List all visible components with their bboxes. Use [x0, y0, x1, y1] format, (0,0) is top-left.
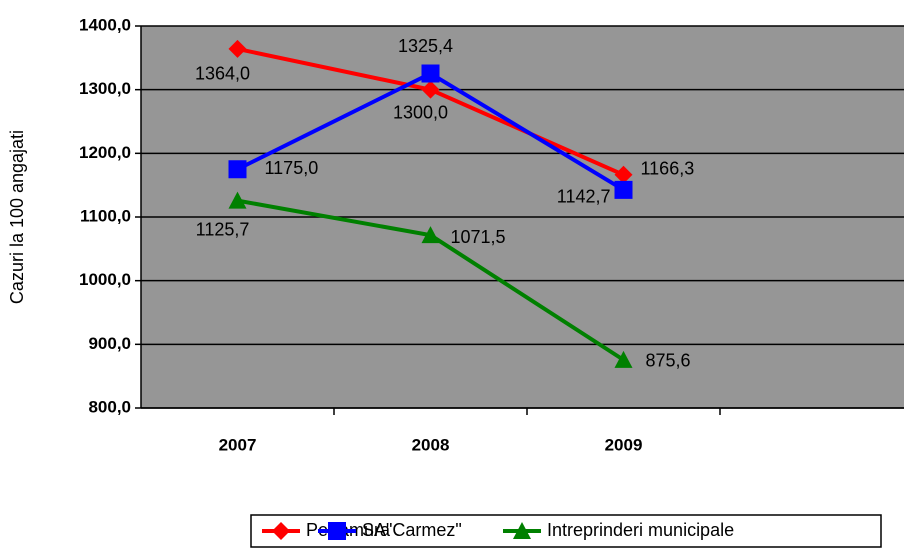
marker [614, 165, 633, 184]
data-label: 1364,0 [195, 64, 250, 84]
y-axis-title: Cazuri la 100 angajati [7, 130, 27, 304]
marker [421, 226, 440, 244]
y-tick-label: 900,0 [88, 334, 131, 353]
marker [421, 80, 440, 99]
data-label: 1142,7 [557, 187, 611, 207]
marker [228, 191, 247, 209]
x-tick-label: 2009 [605, 435, 643, 454]
legend-label: Intreprinderi municipale [547, 520, 734, 540]
data-label: 1175,0 [265, 158, 319, 178]
data-label: 1300,0 [393, 102, 448, 122]
marker [614, 180, 633, 199]
x-tick-label: 2008 [412, 435, 450, 454]
data-label: 1166,3 [641, 159, 695, 179]
data-label: 1325,4 [398, 36, 453, 56]
marker [228, 160, 247, 179]
marker [228, 39, 247, 58]
marker [421, 64, 440, 83]
data-label: 1125,7 [196, 219, 250, 239]
y-tick-label: 1200,0 [79, 143, 131, 162]
y-tick-label: 1300,0 [79, 79, 131, 98]
legend-label: SA"Carmez" [362, 520, 462, 540]
data-label: 875,6 [646, 351, 691, 371]
x-tick-label: 2007 [219, 435, 257, 454]
y-tick-label: 800,0 [88, 397, 131, 416]
marker [328, 522, 346, 540]
marker [272, 522, 290, 540]
marker [513, 522, 531, 539]
y-tick-label: 1400,0 [79, 15, 131, 34]
data-label: 1071,5 [451, 227, 506, 247]
marker [614, 350, 633, 368]
y-tick-label: 1000,0 [79, 270, 131, 289]
y-tick-label: 1100,0 [80, 206, 131, 225]
